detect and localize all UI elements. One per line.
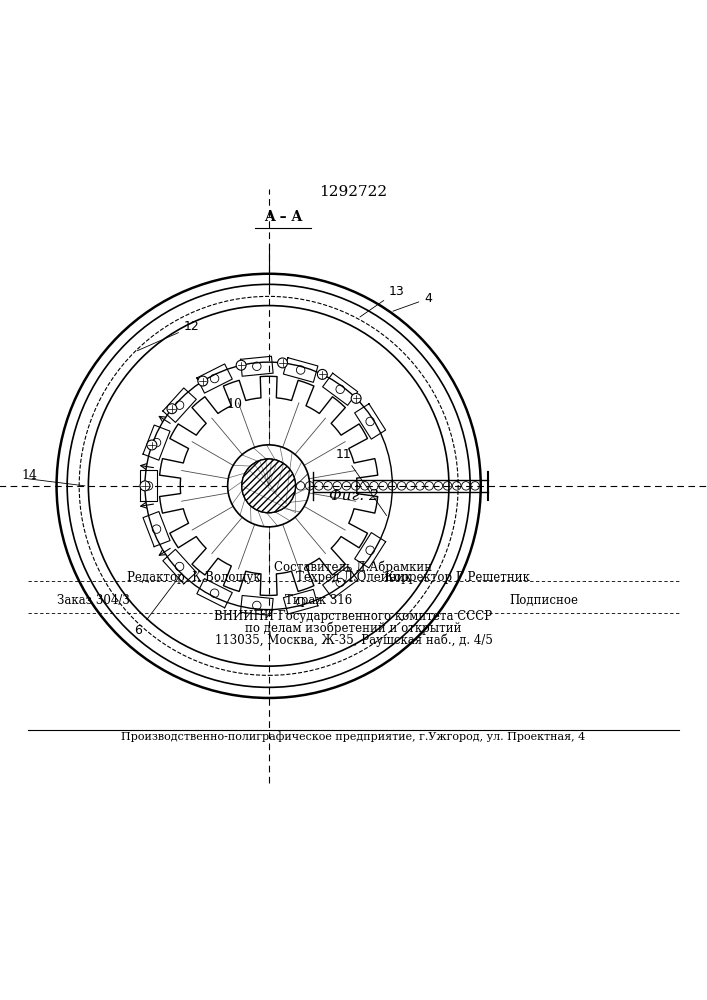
Circle shape bbox=[236, 360, 246, 370]
Circle shape bbox=[351, 393, 361, 403]
Text: ВНИИПИ Государственного комитета СССР: ВНИИПИ Государственного комитета СССР bbox=[214, 610, 493, 623]
Text: 13: 13 bbox=[360, 285, 404, 317]
Text: 1292722: 1292722 bbox=[320, 185, 387, 199]
Text: 14: 14 bbox=[21, 469, 37, 482]
Text: A – A: A – A bbox=[264, 210, 302, 224]
Text: Фиг. 2: Фиг. 2 bbox=[329, 489, 378, 503]
Text: 6: 6 bbox=[134, 573, 182, 637]
Text: 113035, Москва, Ж-35, Раушская наб., д. 4/5: 113035, Москва, Ж-35, Раушская наб., д. … bbox=[214, 634, 493, 647]
Text: Составитель Д.Абрамкин: Составитель Д.Абрамкин bbox=[274, 560, 433, 574]
Text: по делам изобретений и открытий: по делам изобретений и открытий bbox=[245, 622, 462, 635]
Circle shape bbox=[198, 376, 208, 386]
Circle shape bbox=[278, 358, 288, 368]
Text: Подписное: Подписное bbox=[509, 594, 578, 607]
Text: Техред Л.Олейник: Техред Л.Олейник bbox=[296, 571, 411, 584]
Circle shape bbox=[147, 440, 157, 450]
Text: 10: 10 bbox=[226, 398, 243, 411]
Circle shape bbox=[317, 369, 327, 379]
Circle shape bbox=[242, 459, 296, 513]
Text: Корректор Г.Решетник: Корректор Г.Решетник bbox=[385, 571, 530, 584]
Text: Тираж 316: Тираж 316 bbox=[284, 594, 352, 607]
Text: 11: 11 bbox=[336, 448, 387, 516]
Text: 4: 4 bbox=[393, 292, 432, 311]
Circle shape bbox=[242, 459, 296, 513]
Circle shape bbox=[140, 481, 150, 491]
Text: Заказ 304/3: Заказ 304/3 bbox=[57, 594, 129, 607]
Text: 12: 12 bbox=[137, 320, 199, 351]
Text: Редактор  К.Волощук: Редактор К.Волощук bbox=[127, 571, 261, 584]
Text: Производственно-полиграфическое предприятие, г.Ужгород, ул. Проектная, 4: Производственно-полиграфическое предприя… bbox=[122, 731, 585, 742]
Circle shape bbox=[228, 445, 310, 527]
Circle shape bbox=[167, 404, 177, 414]
